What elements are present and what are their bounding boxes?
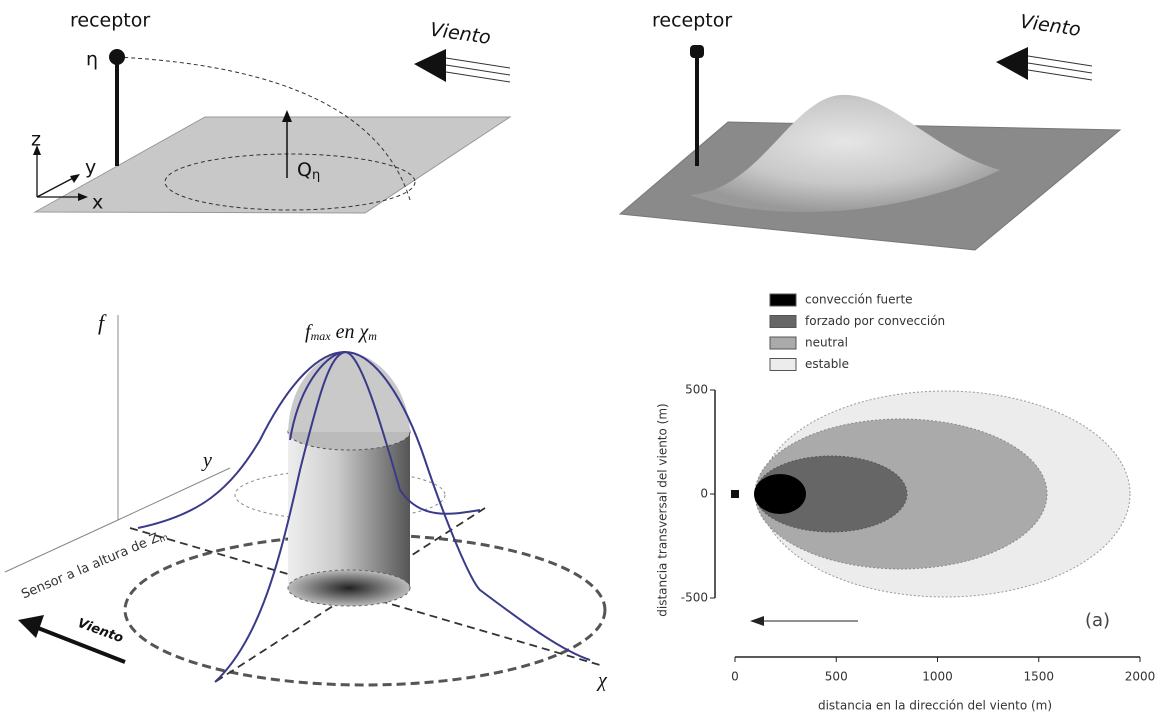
wind-lines <box>1027 55 1093 81</box>
y-tick-label: 500 <box>685 383 708 397</box>
receptor-label: receptor <box>70 10 150 32</box>
wind-arrow-head <box>414 49 446 82</box>
peak-en: en <box>336 321 355 343</box>
x-tick-label: 500 <box>825 670 848 684</box>
arrow-head <box>282 110 292 122</box>
wind-arrow-head <box>750 616 764 626</box>
y-axis-label: y <box>201 450 212 472</box>
x-tick-label: 1000 <box>922 670 953 684</box>
chi-axis-label: χ <box>596 670 608 692</box>
receptor-label: receptor <box>652 10 732 32</box>
ground-plane <box>33 116 512 214</box>
footprint-ellipse <box>164 153 416 211</box>
x-tick-label: 1500 <box>1023 670 1054 684</box>
legend-swatch <box>769 315 797 328</box>
peak-label: fmax en χm <box>305 321 377 343</box>
legend-swatch <box>769 293 797 307</box>
panel-b: receptor Viento <box>618 10 1122 251</box>
wind-arrow-head <box>18 615 44 638</box>
legend-label: neutral <box>805 336 848 350</box>
source-q: Q <box>297 159 312 181</box>
receptor-marker <box>731 490 739 498</box>
peak-f: f <box>305 321 313 343</box>
peak-f-sub: max <box>311 329 332 343</box>
footprint-ellipse <box>123 533 607 687</box>
y-label: y <box>85 157 96 179</box>
arrow-head <box>33 145 41 155</box>
f-axis-label: f <box>98 310 107 335</box>
y-tick-label: -500 <box>681 591 708 605</box>
axes <box>36 153 82 198</box>
source-label: Qη <box>297 159 320 183</box>
z-label: z <box>31 129 41 151</box>
panel-c: f fmax en χm Sensor a la altura de Zm y χ … <box>4 310 608 692</box>
peak-chi-sub: m <box>368 329 377 343</box>
x-tick-label: 0 <box>731 670 739 684</box>
receptor-head <box>109 49 125 65</box>
arrow-head <box>78 193 88 201</box>
panel-tag: (a) <box>1085 610 1110 631</box>
legend-label: estable <box>805 357 849 371</box>
footprint-hill <box>690 94 1000 212</box>
footprint-forced <box>754 455 908 533</box>
sensor-text: Sensor a la altura de Z <box>19 530 161 602</box>
cylinder-bottom <box>287 569 411 607</box>
y-axis-title: distancia transversal del viento (m) <box>656 403 670 616</box>
legend-swatch <box>769 358 797 371</box>
eta-label: η <box>86 49 98 71</box>
legend-label: forzado por convección <box>805 314 945 328</box>
wind-arrow <box>37 626 126 664</box>
footprint-strong <box>754 474 806 514</box>
legend-label: convección fuerte <box>805 293 913 307</box>
arrow-head <box>70 174 80 183</box>
cylinder <box>288 432 410 588</box>
sensor-label: Sensor a la altura de Zm <box>19 527 170 603</box>
peak-chi: χ <box>357 321 369 343</box>
sensor-sub: m <box>158 532 170 545</box>
source-sub: η <box>312 168 320 183</box>
x-axis-title: distancia en la dirección del viento (m) <box>818 699 1052 713</box>
wind-lines <box>445 57 511 83</box>
wind-label: Viento <box>75 616 125 646</box>
receptor-head <box>690 45 704 58</box>
distribution-curves <box>137 350 591 683</box>
y-tick-label: 0 <box>700 487 708 501</box>
x-label: x <box>92 192 103 214</box>
panel-d: (a) distancia en la dirección del viento… <box>656 293 1156 713</box>
inner-ellipse <box>234 469 446 521</box>
peak-cap <box>288 352 410 432</box>
axes <box>4 315 231 573</box>
wind-label: Viento <box>429 19 493 49</box>
panel-a: receptor η z y x Qη Viento <box>31 10 512 214</box>
wind-arrow-head <box>996 47 1028 80</box>
legend-swatch <box>769 336 797 350</box>
footprint-arc <box>116 56 411 201</box>
wind-label: Viento <box>1019 11 1083 41</box>
x-tick-label: 2000 <box>1125 670 1156 684</box>
